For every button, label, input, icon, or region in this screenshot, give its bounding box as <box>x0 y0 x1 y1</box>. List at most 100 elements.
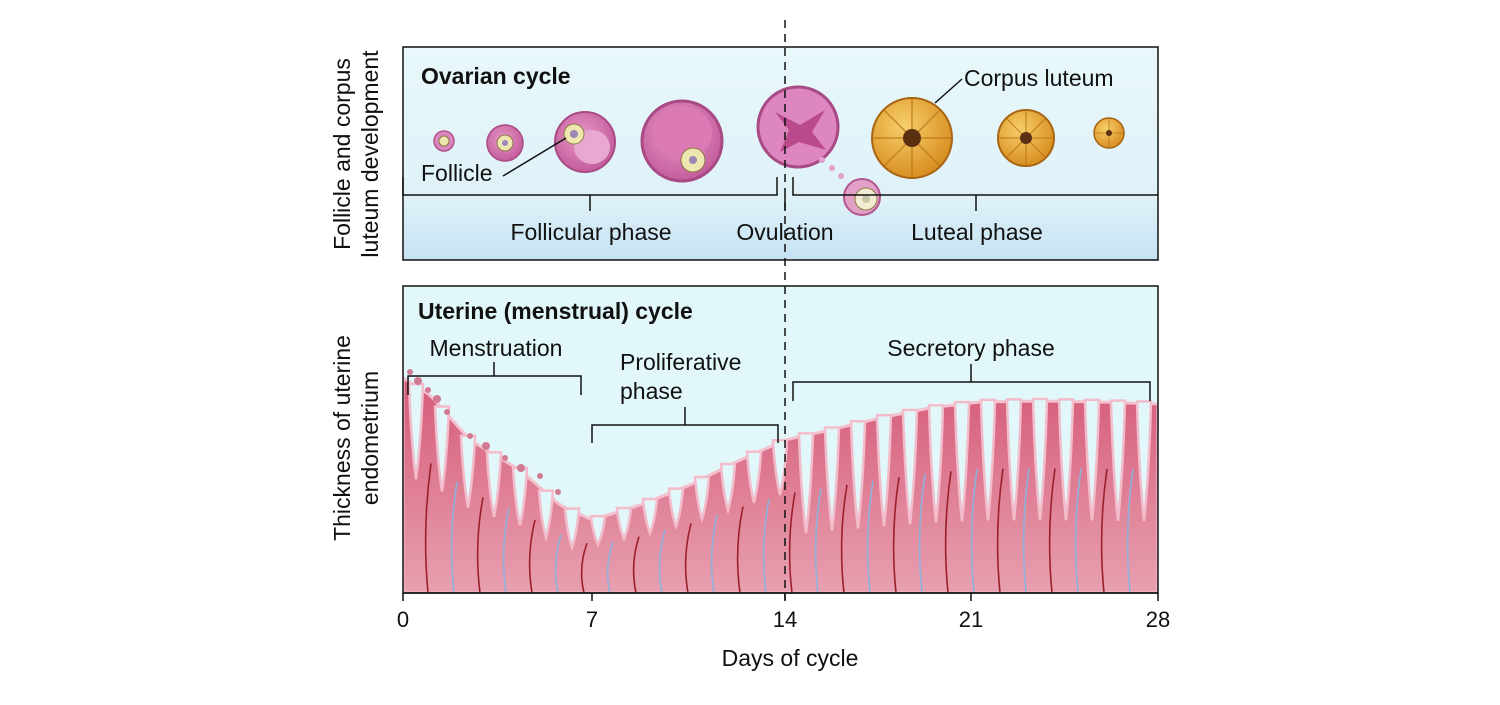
menstruation-bracket <box>407 362 582 395</box>
gland-25 <box>1057 398 1075 521</box>
ovarian-y-axis-label-line2: luteum development <box>357 50 383 258</box>
vessel-9 <box>658 529 666 593</box>
gland-9 <box>641 497 659 537</box>
gland-26 <box>1083 398 1101 521</box>
gland-1 <box>433 405 451 492</box>
vessel-2 <box>476 497 484 593</box>
menstruation-label: Menstruation <box>430 335 563 361</box>
vessel-19 <box>918 473 926 593</box>
gland-28 <box>1135 400 1153 522</box>
gland-0 <box>407 382 425 480</box>
x-tick-label-7: 7 <box>586 607 598 632</box>
uterine-panel: Uterine (menstrual) cycle Menstruation P… <box>329 285 1159 594</box>
gland-24 <box>1031 397 1049 521</box>
vessel-7 <box>606 541 614 593</box>
uterine-glands <box>407 382 1153 552</box>
corpus-luteum-label: Corpus luteum <box>964 65 1114 91</box>
vessel-12 <box>736 506 744 593</box>
gland-3 <box>485 451 503 518</box>
blood-vessels <box>424 463 1134 593</box>
vessel-15 <box>814 488 822 593</box>
vessel-4 <box>528 519 536 593</box>
uterine-cycle-title: Uterine (menstrual) cycle <box>418 298 693 324</box>
gland-17 <box>849 420 867 529</box>
gland-21 <box>953 400 971 522</box>
corpus-luteum-large <box>871 97 953 179</box>
x-tick-label-14: 14 <box>773 607 797 632</box>
ovulating-follicle <box>756 85 844 179</box>
x-tick-label-21: 21 <box>959 607 983 632</box>
shedding-fragments <box>407 369 561 495</box>
vessel-18 <box>892 477 900 593</box>
gland-13 <box>745 450 763 503</box>
vessel-23 <box>1022 468 1030 593</box>
gland-11 <box>693 475 711 524</box>
secretory-bracket <box>792 364 1151 401</box>
luteal-phase-label: Luteal phase <box>911 219 1043 245</box>
secretory-phase-label: Secretory phase <box>887 335 1054 361</box>
gland-18 <box>875 413 893 527</box>
x-axis-title: Days of cycle <box>722 645 859 671</box>
x-tick-label-28: 28 <box>1146 607 1170 632</box>
vessel-17 <box>866 480 874 593</box>
gland-6 <box>563 507 581 552</box>
luteal-phase-bracket <box>792 177 1158 211</box>
gland-16 <box>823 426 841 532</box>
vessel-1 <box>450 481 458 593</box>
gland-12 <box>719 462 737 516</box>
vessel-11 <box>710 514 718 593</box>
vessel-10 <box>684 523 692 593</box>
vessel-13 <box>762 498 770 593</box>
ovarian-cycle-title: Ovarian cycle <box>421 63 571 89</box>
gland-19 <box>901 408 919 525</box>
corpus-luteum-small <box>1093 117 1125 149</box>
uterine-y-axis-label-line2: endometrium <box>357 371 383 505</box>
gland-4 <box>511 466 529 526</box>
ovarian-y-axis-label-line1: Follicle and corpus <box>329 58 355 250</box>
gland-8 <box>615 506 633 543</box>
corpus-luteum-leader-line <box>934 78 963 104</box>
vessel-26 <box>1100 468 1108 593</box>
gland-5 <box>537 489 555 543</box>
gland-23 <box>1005 398 1023 521</box>
secondary-follicle <box>554 111 616 173</box>
ovarian-panel: Ovarian cycle <box>329 46 1159 261</box>
gland-2 <box>459 434 477 508</box>
proliferative-label-line2: phase <box>620 378 683 404</box>
gland-15 <box>797 432 815 534</box>
uterine-y-axis-label-line1: Thickness of uterine <box>329 335 355 541</box>
vessel-6 <box>580 542 588 593</box>
vessel-16 <box>840 484 848 593</box>
vessel-3 <box>502 507 510 593</box>
x-tick-label-0: 0 <box>397 607 409 632</box>
vessel-24 <box>1048 468 1056 593</box>
proliferative-label-line1: Proliferative <box>620 349 741 375</box>
gland-7 <box>589 514 607 548</box>
primary-follicle <box>486 124 524 162</box>
gland-20 <box>927 404 945 523</box>
primordial-follicle <box>433 130 455 152</box>
x-axis: 0 7 14 21 28 Days of cycle <box>397 592 1170 671</box>
vessel-20 <box>944 471 952 593</box>
vessel-22 <box>996 468 1004 593</box>
vessel-14 <box>788 492 796 593</box>
gland-10 <box>667 487 685 531</box>
vessel-5 <box>554 534 562 593</box>
follicular-phase-bracket <box>402 177 778 211</box>
follicular-phase-label: Follicular phase <box>510 219 671 245</box>
corpus-luteum-medium <box>997 109 1055 167</box>
gland-14 <box>771 438 789 496</box>
gland-22 <box>979 398 997 521</box>
follicle-label: Follicle <box>421 160 493 186</box>
vessel-27 <box>1126 469 1134 593</box>
proliferative-bracket <box>591 407 779 443</box>
vessel-8 <box>632 536 640 593</box>
vessel-0 <box>424 463 432 593</box>
released-oocyte <box>843 178 881 216</box>
follicle-leader-line <box>502 137 567 177</box>
tertiary-follicle <box>640 99 724 183</box>
vessel-25 <box>1074 468 1082 593</box>
gland-27 <box>1109 399 1127 521</box>
vessel-21 <box>970 469 978 593</box>
